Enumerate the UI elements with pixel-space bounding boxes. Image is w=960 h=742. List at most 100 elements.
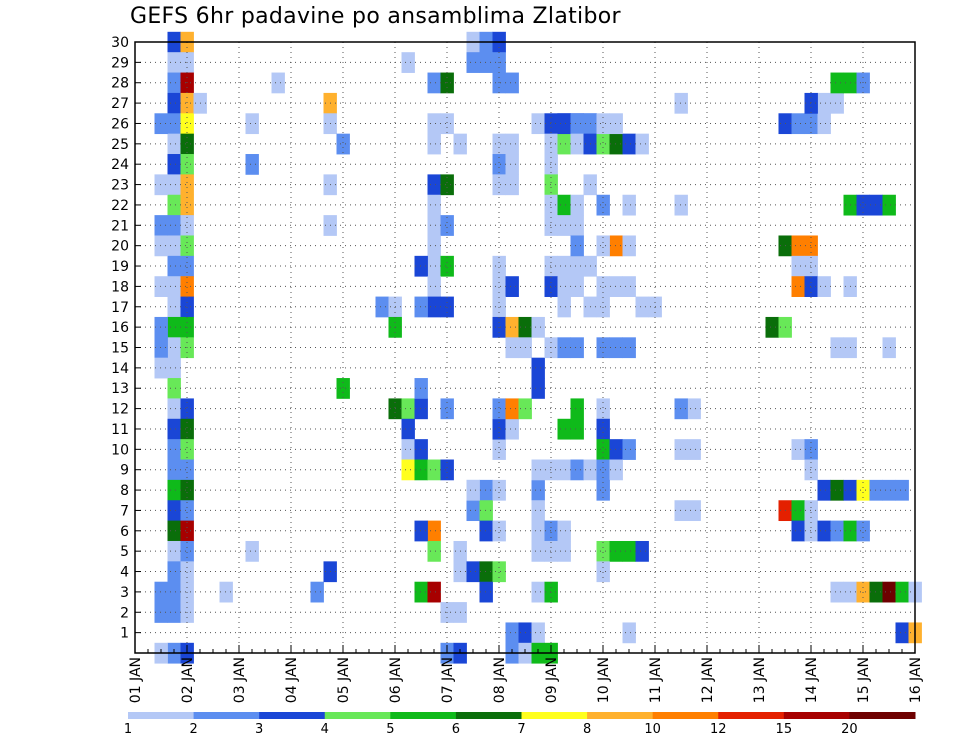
heatmap-cell bbox=[557, 296, 571, 318]
heatmap-cell bbox=[687, 500, 701, 522]
y-tick-label: 23 bbox=[111, 178, 129, 194]
heatmap-cell bbox=[414, 378, 428, 399]
x-tick-label: 02 JAN bbox=[180, 657, 196, 703]
heatmap-cell bbox=[167, 581, 181, 603]
heatmap-cell bbox=[427, 174, 441, 196]
heatmap-cell bbox=[167, 52, 181, 73]
heatmap-cell bbox=[622, 337, 636, 359]
heatmap-cell bbox=[596, 418, 610, 440]
heatmap-cell bbox=[609, 133, 623, 155]
heatmap-cell bbox=[167, 357, 181, 379]
heatmap-cell bbox=[882, 194, 896, 216]
heatmap-cell bbox=[505, 316, 519, 338]
colorbar-label: 10 bbox=[644, 722, 661, 737]
heatmap-cell bbox=[180, 133, 194, 155]
heatmap-cell bbox=[804, 113, 818, 135]
heatmap-cell bbox=[557, 276, 571, 297]
heatmap-cell bbox=[531, 459, 545, 481]
heatmap-cell bbox=[557, 194, 571, 216]
heatmap-cell bbox=[180, 174, 194, 196]
y-tick-label: 7 bbox=[120, 503, 129, 519]
heatmap-cell bbox=[544, 113, 558, 135]
heatmap-cell bbox=[674, 194, 688, 216]
heatmap-cell bbox=[492, 561, 506, 583]
heatmap-cell bbox=[336, 378, 350, 399]
heatmap-cell bbox=[427, 255, 441, 277]
heatmap-cell bbox=[596, 133, 610, 155]
heatmap-cell bbox=[492, 479, 506, 501]
heatmap-cell bbox=[505, 337, 519, 359]
heatmap-cell bbox=[167, 194, 181, 216]
heatmap-cell bbox=[180, 296, 194, 318]
heatmap-cell bbox=[427, 72, 441, 94]
heatmap-cell bbox=[609, 235, 623, 257]
colorbar-swatch bbox=[128, 712, 195, 719]
heatmap-cell bbox=[622, 194, 636, 216]
heatmap-cell bbox=[609, 459, 623, 481]
heatmap-cell bbox=[440, 459, 454, 481]
heatmap-cell bbox=[869, 581, 883, 603]
colorbar-swatch bbox=[587, 712, 654, 719]
heatmap-cell bbox=[856, 194, 870, 216]
heatmap-cell bbox=[492, 418, 506, 440]
heatmap-cell bbox=[466, 479, 480, 501]
heatmap-cell bbox=[479, 52, 493, 73]
heatmap-cell bbox=[167, 133, 181, 155]
heatmap-cell bbox=[492, 174, 506, 196]
colorbar-label: 12 bbox=[710, 722, 727, 737]
heatmap-cell bbox=[479, 581, 493, 603]
heatmap-cell bbox=[570, 337, 584, 359]
heatmap-cell bbox=[674, 92, 688, 114]
heatmap-cell bbox=[167, 520, 181, 542]
heatmap-cell bbox=[791, 276, 805, 297]
heatmap-cell bbox=[167, 540, 181, 562]
heatmap-cell bbox=[557, 540, 571, 562]
heatmap-cell bbox=[180, 500, 194, 522]
heatmap-cell bbox=[895, 479, 909, 501]
heatmap-cell bbox=[154, 215, 168, 236]
heatmap-cell bbox=[856, 520, 870, 542]
y-tick-label: 9 bbox=[120, 463, 129, 479]
heatmap-cell bbox=[570, 459, 584, 481]
y-tick-label: 1 bbox=[120, 626, 129, 642]
x-tick-label: 14 JAN bbox=[804, 657, 820, 703]
heatmap-cell bbox=[427, 276, 441, 297]
heatmap-cell bbox=[167, 602, 181, 623]
heatmap-cell bbox=[570, 215, 584, 236]
heatmap-cell bbox=[427, 235, 441, 257]
heatmap-cell bbox=[167, 398, 181, 420]
heatmap-cell bbox=[414, 296, 428, 318]
heatmap-cell bbox=[531, 113, 545, 135]
heatmap-cell bbox=[544, 174, 558, 196]
y-tick-label: 26 bbox=[111, 116, 129, 132]
heatmap-cell bbox=[414, 255, 428, 277]
heatmap-cell bbox=[895, 581, 909, 603]
heatmap-cell bbox=[596, 561, 610, 583]
heatmap-cell bbox=[440, 255, 454, 277]
chart-title: GEFS 6hr padavine po ansamblima Zlatibor bbox=[130, 4, 621, 29]
heatmap-cell bbox=[154, 581, 168, 603]
heatmap-cell bbox=[219, 581, 233, 603]
heatmap-cell bbox=[492, 133, 506, 155]
heatmap-cell bbox=[180, 561, 194, 583]
y-tick-label: 19 bbox=[111, 259, 129, 275]
heatmap-cell bbox=[830, 581, 844, 603]
heatmap-cell bbox=[674, 439, 688, 460]
heatmap-cell bbox=[609, 439, 623, 460]
colorbar-swatch bbox=[259, 712, 326, 719]
heatmap-cell bbox=[817, 479, 831, 501]
heatmap-cell bbox=[492, 255, 506, 277]
heatmap-cell bbox=[557, 255, 571, 277]
heatmap-cell bbox=[635, 296, 649, 318]
heatmap-cell bbox=[440, 398, 454, 420]
heatmap-cell bbox=[167, 337, 181, 359]
colorbar-label: 1 bbox=[124, 722, 132, 737]
heatmap-cell bbox=[180, 276, 194, 297]
heatmap-cell bbox=[596, 296, 610, 318]
heatmap-cell bbox=[180, 92, 194, 114]
colorbar-swatch bbox=[652, 712, 719, 719]
x-tick-label: 15 JAN bbox=[856, 657, 872, 703]
y-tick-label: 22 bbox=[111, 198, 129, 214]
heatmap-cell bbox=[544, 194, 558, 216]
colorbar-swatch bbox=[849, 712, 916, 719]
